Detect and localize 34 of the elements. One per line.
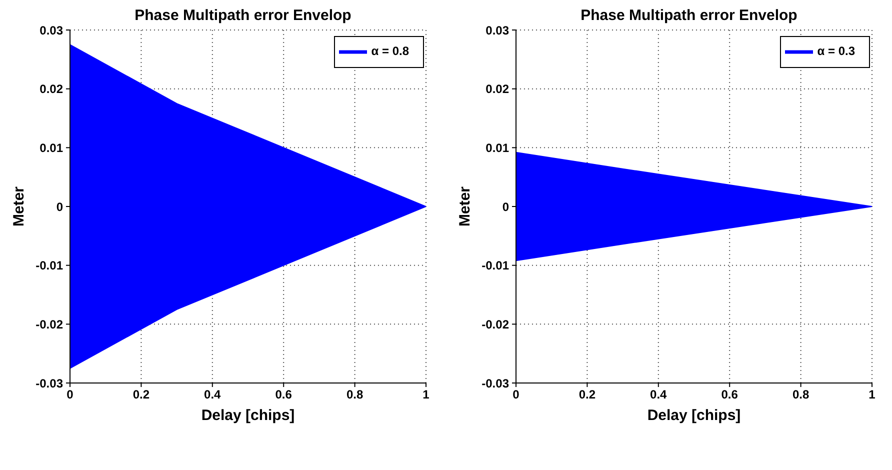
y-tick-label: 0.01: [486, 140, 510, 155]
chart-title: Phase Multipath error Envelop: [580, 7, 798, 24]
x-tick-label: 0.8: [346, 388, 364, 402]
x-tick-label: 0.2: [578, 388, 596, 402]
x-tick-label: 0.4: [650, 388, 668, 402]
y-tick-label: 0.03: [486, 23, 510, 38]
y-tick-label: 0: [502, 200, 510, 214]
x-tick-label: 1: [422, 388, 430, 402]
x-tick-label: 0.4: [204, 388, 222, 402]
legend-label: α = 0.3: [817, 44, 855, 58]
x-tick-label: 0.6: [721, 388, 738, 402]
x-tick-label: 0: [66, 388, 74, 402]
x-axis-title: Delay [chips]: [201, 407, 295, 424]
y-tick-label: 0.01: [40, 140, 64, 155]
x-axis-title: Delay [chips]: [647, 407, 741, 424]
x-tick-label: 0.6: [275, 388, 292, 402]
x-tick-label: 0: [512, 388, 520, 402]
y-tick-label: -0.03: [36, 376, 64, 390]
y-tick-label: 0.02: [486, 82, 510, 96]
legend-label: α = 0.8: [371, 44, 409, 58]
y-tick-label: -0.02: [36, 317, 64, 332]
y-tick-label: 0: [56, 200, 64, 214]
y-axis-title: Meter: [10, 186, 28, 227]
chart-title: Phase Multipath error Envelop: [134, 7, 352, 24]
y-tick-label: -0.02: [482, 317, 510, 332]
y-tick-label: -0.01: [36, 258, 64, 273]
x-tick-label: 1: [868, 388, 876, 402]
y-tick-label: -0.03: [482, 376, 510, 390]
y-tick-label: -0.01: [482, 258, 510, 273]
y-axis-title: Meter: [456, 186, 474, 227]
x-tick-label: 0.2: [132, 388, 150, 402]
y-tick-label: 0.03: [40, 23, 64, 38]
y-tick-label: 0.02: [40, 82, 64, 96]
x-tick-label: 0.8: [792, 388, 810, 402]
